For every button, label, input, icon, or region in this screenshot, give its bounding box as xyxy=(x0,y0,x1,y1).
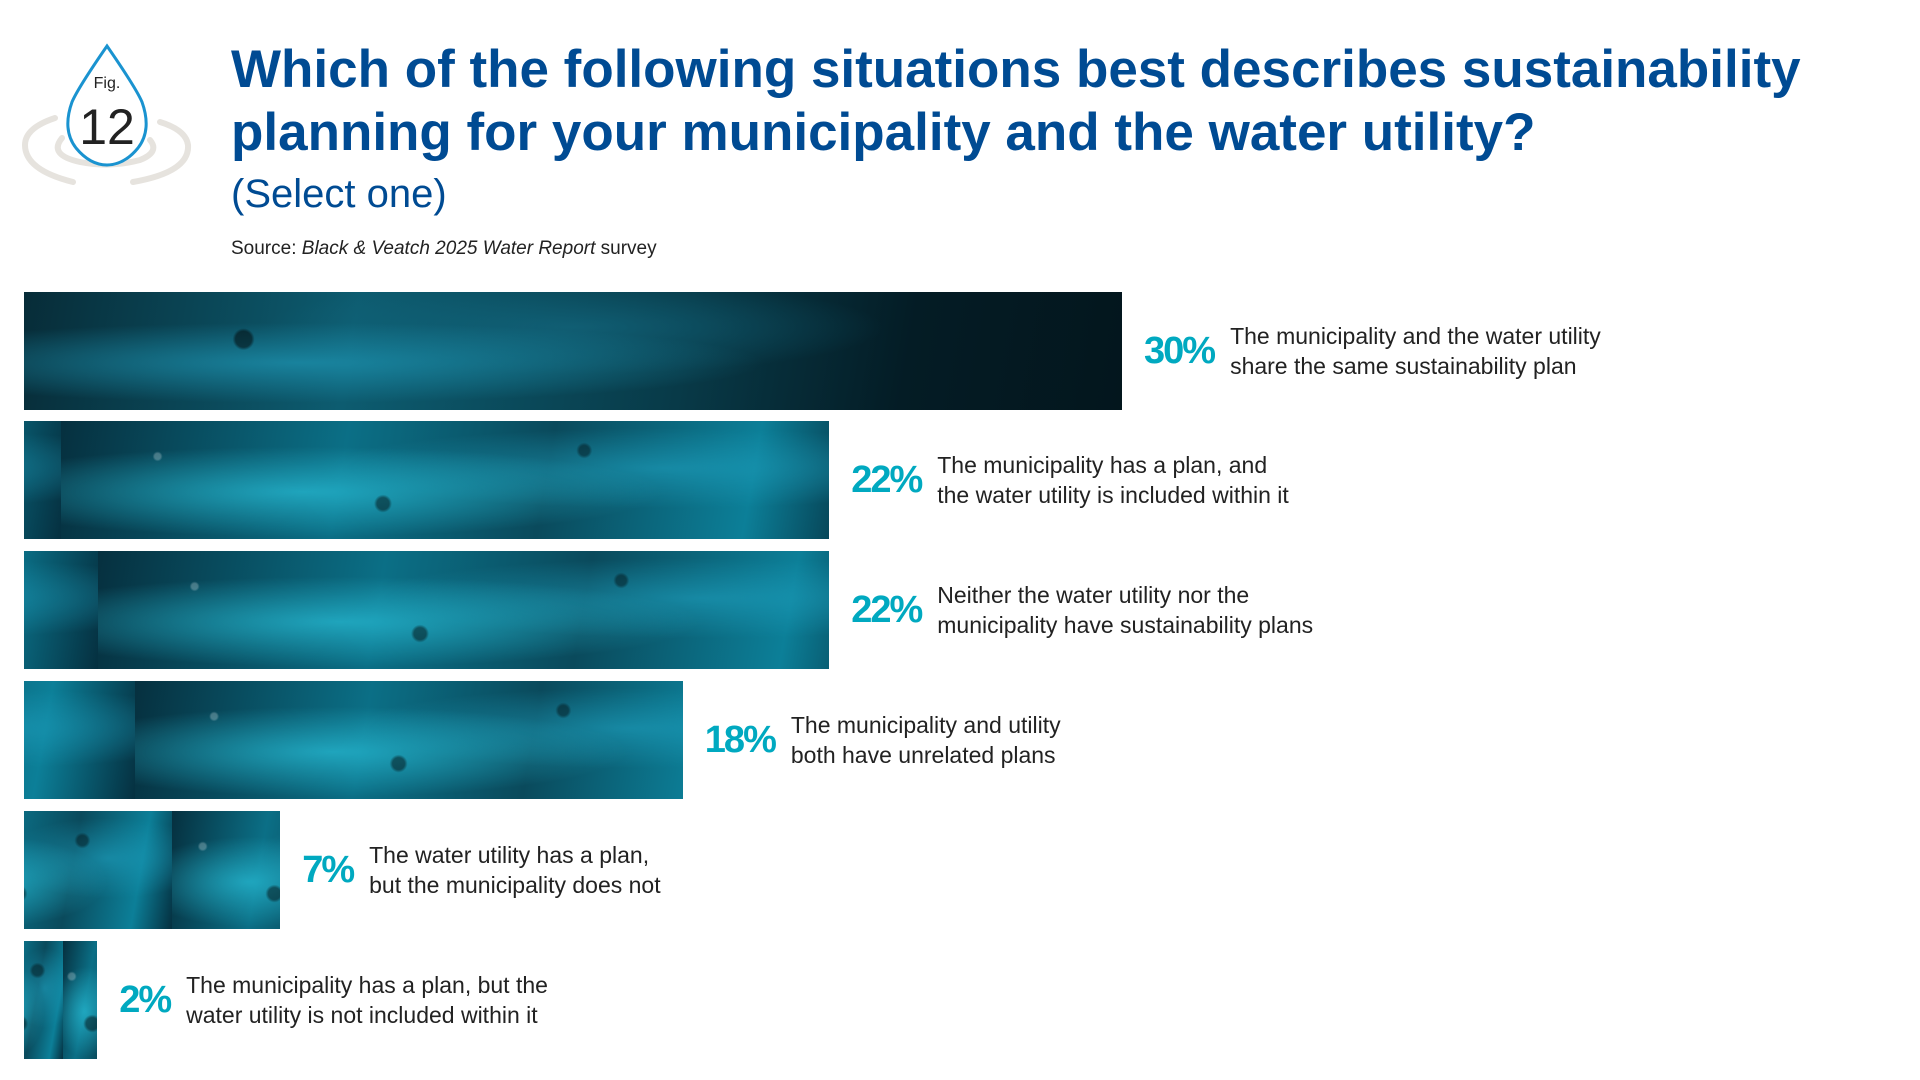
bar xyxy=(24,811,281,929)
percent-label: 22% xyxy=(851,588,923,631)
category-label: The municipality has a plan, but the wat… xyxy=(186,972,548,1028)
page-title: Which of the following situations best d… xyxy=(231,40,1801,162)
subtitle: (Select one) xyxy=(231,172,447,216)
source-note: Source: Black & Veatch 2025 Water Report… xyxy=(231,238,657,260)
percent-label: 18% xyxy=(704,718,777,761)
category-label: The municipality has a plan, and the wat… xyxy=(937,452,1289,508)
bar xyxy=(24,551,830,669)
bar-row: 18% The municipality and utility both hav… xyxy=(24,681,1061,799)
percent-label: 7% xyxy=(302,848,355,891)
water-drop-fig-icon: Fig. 12 xyxy=(21,43,192,185)
bar-row: 30% The municipality and the water utilit… xyxy=(24,292,1601,410)
percent-label: 2% xyxy=(119,978,172,1021)
bar-row: 22% The municipality has a plan, and the … xyxy=(24,421,1289,539)
source-prefix: Source: xyxy=(231,238,302,259)
category-label: The municipality and utility both have u… xyxy=(790,712,1061,768)
fig-label: Fig. xyxy=(94,75,121,92)
fig-number: 12 xyxy=(79,99,135,155)
percent-label: 22% xyxy=(851,458,923,501)
bar-row: 7% The water utility has a plan, but the … xyxy=(24,811,661,929)
category-label: The water utility has a plan, but the mu… xyxy=(369,842,661,898)
percent-label: 30% xyxy=(1144,329,1216,372)
bar-row: 22% Neither the water utility nor the mun… xyxy=(24,551,1313,669)
bar xyxy=(24,681,683,799)
source-suffix: survey xyxy=(595,238,657,259)
bar xyxy=(24,941,98,1059)
bar xyxy=(24,421,830,539)
bar xyxy=(24,292,1122,410)
category-label: The municipality and the water utility s… xyxy=(1230,323,1601,379)
bar-row: 2% The municipality has a plan, but the w… xyxy=(24,941,548,1059)
source-title: Black & Veatch 2025 Water Report xyxy=(301,238,596,259)
category-label: Neither the water utility nor the munici… xyxy=(937,582,1314,638)
